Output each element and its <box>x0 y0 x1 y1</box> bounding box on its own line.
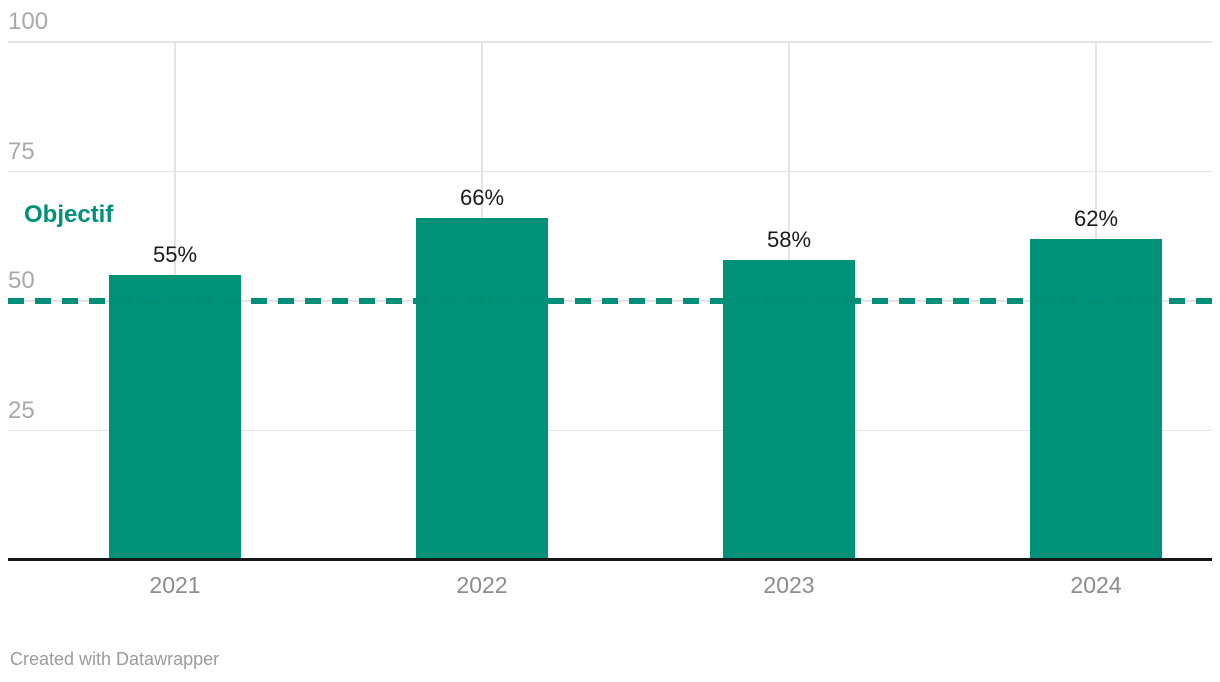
reference-line <box>8 298 1212 304</box>
bar-2024 <box>1030 238 1162 560</box>
bar-value-label: 58% <box>766 226 812 252</box>
x-axis-baseline <box>8 557 1212 561</box>
x-axis-label-2023: 2023 <box>763 572 815 598</box>
bar-value-label: 55% <box>152 242 198 268</box>
bar-value-label: 62% <box>1073 205 1119 231</box>
y-axis-tick-50: 50 <box>8 267 35 294</box>
reference-line-label: Objectif <box>24 201 114 228</box>
x-axis-label-2024: 2024 <box>1070 572 1122 598</box>
bar-value-label: 66% <box>459 185 505 211</box>
y-axis-tick-25: 25 <box>8 396 35 424</box>
y-axis-tick-75: 75 <box>8 137 35 165</box>
bar-2021 <box>109 275 241 560</box>
gridline-h-25 <box>8 429 1212 431</box>
x-axis-label-2022: 2022 <box>456 572 508 598</box>
gridline-h-75 <box>8 170 1212 172</box>
bar-2023 <box>723 259 855 560</box>
bar-2022 <box>416 218 548 560</box>
x-axis-label-2021: 2021 <box>149 572 201 598</box>
gridline-h-100 <box>8 41 1212 43</box>
attribution-link[interactable]: Created with Datawrapper <box>10 649 220 669</box>
y-axis-tick-100: 100 <box>8 8 49 35</box>
